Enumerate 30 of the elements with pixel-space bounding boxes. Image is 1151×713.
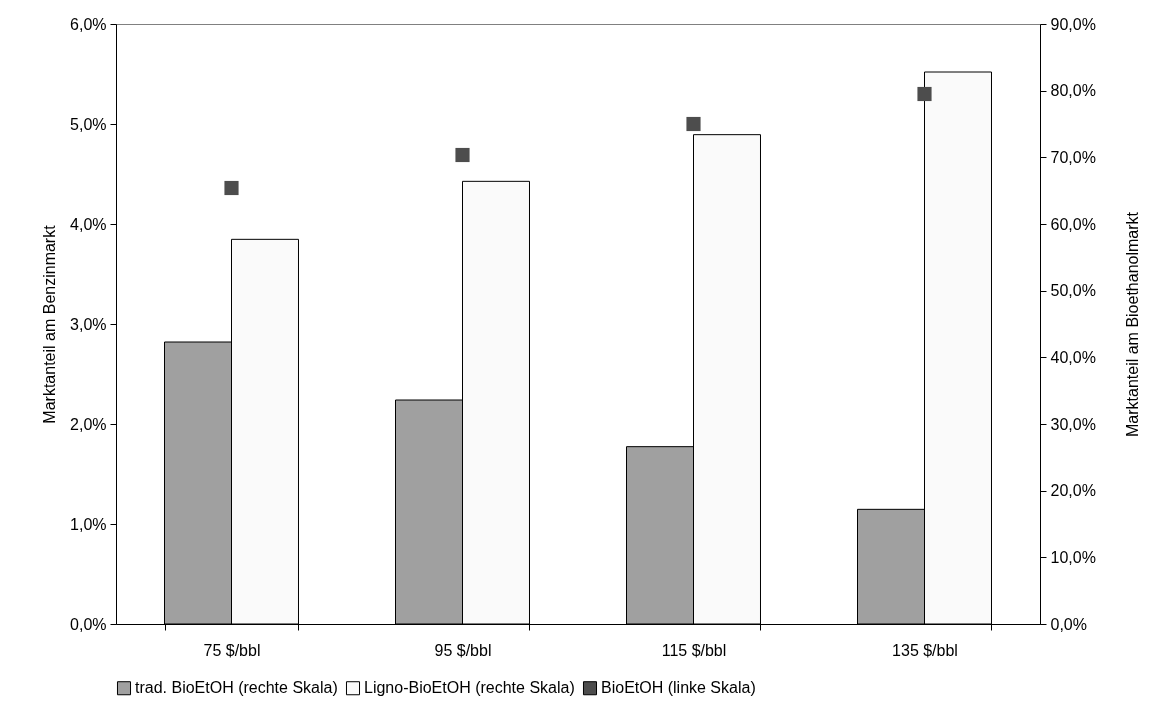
point	[917, 86, 932, 102]
y2-tick-label: 50,0%	[1050, 282, 1096, 300]
y2-tick-label: 60,0%	[1050, 215, 1096, 233]
y2-axis-title: Marktanteil am Bioethanolmarkt	[1123, 211, 1141, 437]
y2-tick-label: 80,0%	[1050, 82, 1096, 100]
x-tick-label: 135 $/bbl	[892, 641, 958, 659]
y-tick-label: 3,0%	[70, 315, 107, 333]
y-tick-label: 6,0%	[70, 15, 107, 33]
point	[686, 116, 701, 132]
y2-tick-label: 20,0%	[1050, 482, 1096, 500]
y-tick-label: 1,0%	[70, 515, 107, 533]
x-tick-label: 95 $/bbl	[434, 641, 492, 659]
point	[455, 147, 470, 163]
legend-label: Ligno-BioEtOH (rechte Skala)	[364, 679, 575, 697]
x-tick-label: 75 $/bbl	[203, 641, 261, 659]
y2-tick-label: 0,0%	[1050, 615, 1087, 633]
y-tick-label: 2,0%	[70, 415, 107, 433]
x-tick-label: 115 $/bbl	[661, 641, 727, 659]
legend-label: BioEtOH (linke Skala)	[601, 679, 756, 697]
y-tick-label: 0,0%	[70, 615, 107, 633]
y-tick-label: 5,0%	[70, 115, 107, 133]
legend-label: trad. BioEtOH (rechte Skala)	[135, 679, 338, 697]
y2-tick-label: 30,0%	[1050, 415, 1096, 433]
point	[224, 180, 239, 196]
y2-tick-label: 40,0%	[1050, 348, 1096, 366]
y-tick-label: 4,0%	[70, 215, 107, 233]
y2-tick-label: 10,0%	[1050, 548, 1096, 566]
y2-tick-label: 90,0%	[1050, 15, 1096, 33]
y-axis-title: Marktanteil am Benzinmarkt	[41, 224, 59, 424]
y2-tick-label: 70,0%	[1050, 148, 1096, 166]
